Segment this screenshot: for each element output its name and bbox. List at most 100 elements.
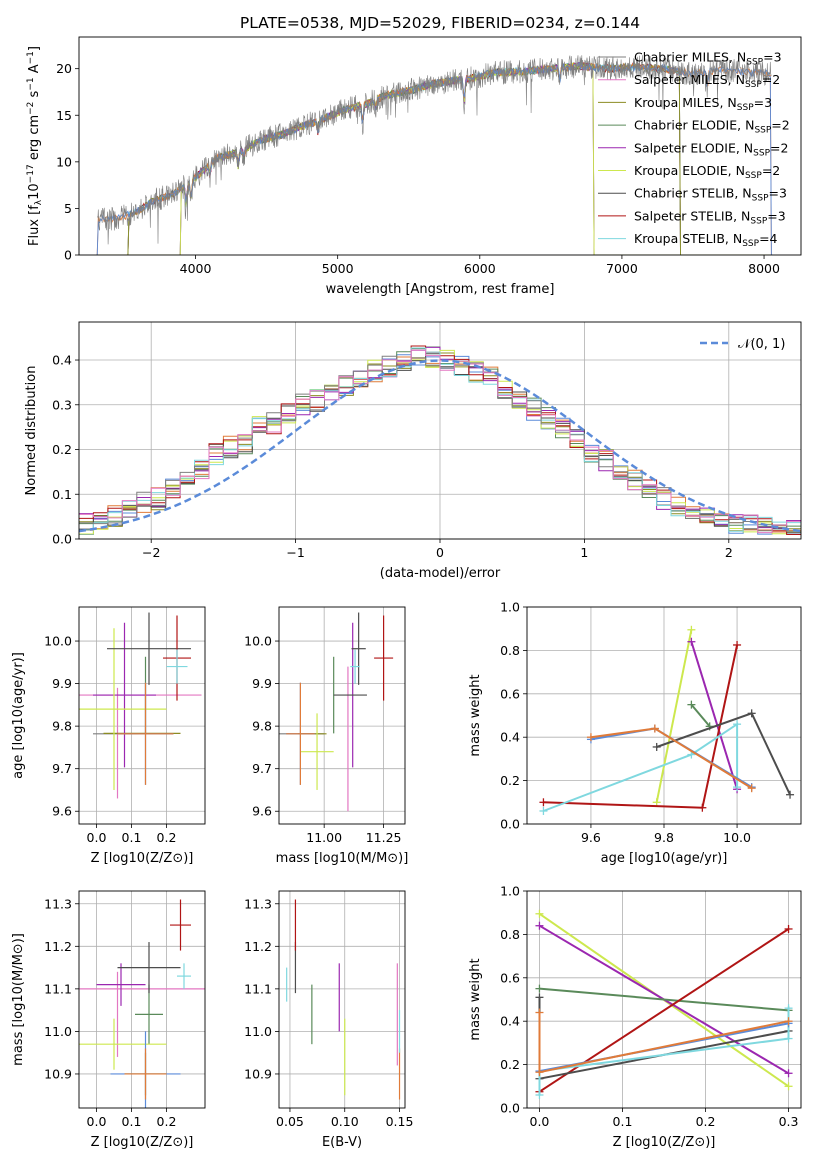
plot-area	[539, 625, 795, 815]
tick-label-y: 11.0	[44, 1024, 72, 1039]
y-axis-label: mass [log10(M/M⊙)]	[11, 933, 26, 1066]
tick-label-x: 11.00	[306, 830, 342, 845]
axes-frame	[526, 890, 802, 1109]
tick-label-y: 11.2	[244, 939, 272, 954]
plot-area	[79, 612, 202, 799]
x-axis-label: age [log10(age/yr)]	[601, 851, 728, 866]
tick-label-y: 0.0	[52, 532, 72, 547]
axes-frame	[278, 606, 406, 825]
tick-label-y: 9.6	[52, 804, 72, 819]
tick-label-y: 0.4	[52, 353, 72, 368]
series-line-salp_elodie	[690, 641, 739, 790]
x-axis-label: (data-model)/error	[380, 566, 501, 581]
legend-label: Kroupa STELIB, NSSP=4	[634, 231, 778, 249]
tick-label-y: 0.1	[52, 487, 72, 502]
tick-label-y: 9.9	[52, 676, 72, 691]
tick-label-y: 11.0	[244, 1024, 272, 1039]
tick-label-y: 10.0	[244, 634, 272, 649]
plot-area	[535, 909, 793, 1099]
legend-label: Chabrier STELIB, NSSP=3	[634, 186, 787, 204]
tick-label-y: 9.7	[52, 761, 72, 776]
tick-label-y: 11.1	[244, 981, 272, 996]
tick-label-x: 8000	[748, 261, 780, 276]
tick-label-x: 0.1	[122, 830, 142, 845]
legend-label: Salpeter MILES, NSSP=2	[634, 72, 780, 90]
tick-label-x: 6000	[464, 261, 496, 276]
axes-frame	[526, 606, 802, 825]
tick-label-x: 7000	[606, 261, 638, 276]
tick-label-x: −1	[286, 545, 304, 560]
tick-label-y: 0.6	[500, 970, 520, 985]
tick-label-y: 0.3	[52, 397, 72, 412]
tick-label-y: 0.4	[500, 1014, 520, 1029]
figure-title: PLATE=0538, MJD=52029, FIBERID=0234, z=0…	[240, 14, 640, 32]
tick-label-y: 1.0	[500, 884, 520, 899]
tick-label-x: 0.2	[157, 830, 177, 845]
tick-label-x: 0.3	[779, 1114, 799, 1129]
tick-label-x: 0.10	[331, 1114, 359, 1129]
x-axis-label: Z [log10(Z/Z⊙)]	[613, 1135, 716, 1150]
axes-frame	[78, 606, 206, 825]
tick-label-y: 11.3	[244, 896, 272, 911]
tick-label-x: −2	[142, 545, 160, 560]
legend-label: Chabrier ELODIE, NSSP=2	[634, 118, 790, 136]
x-axis-label: Z [log10(Z/Z⊙)]	[91, 851, 194, 866]
tick-label-y: 10.9	[44, 1066, 72, 1081]
tick-label-y: 0.2	[52, 442, 72, 457]
chart-mass-vs-Z: 0.0 0.1 0.2 10.9 11.0 11.1 11.2 11.3 Z [log10(Z/…	[11, 890, 206, 1150]
tick-label-y: 9.6	[252, 804, 272, 819]
y-axis-label: age [log10(age/yr)]	[11, 652, 26, 779]
plot-area	[286, 899, 401, 1100]
legend-label: 𝒩(0, 1)	[738, 337, 785, 352]
legend-label: Chabrier MILES, NSSP=3	[634, 50, 782, 68]
series-line-chab_elodie	[690, 703, 711, 728]
legend-label: Salpeter ELODIE, NSSP=2	[634, 140, 788, 158]
tick-label-x: 0.2	[696, 1114, 716, 1129]
tick-label-y: 0.0	[500, 817, 520, 832]
tick-label-x: 9.8	[654, 830, 674, 845]
tick-label-y: 11.3	[44, 896, 72, 911]
tick-label-x: 0.2	[157, 1114, 177, 1129]
observed-spectrum-line	[97, 55, 772, 245]
gaussian-line	[79, 359, 801, 533]
legend-label: Kroupa ELODIE, NSSP=2	[634, 163, 780, 181]
tick-label-x: 9.6	[581, 830, 601, 845]
chart-mass-vs-EBV: 0.05 0.10 0.15 10.9 11.0 11.1 11.2 11.3 E(B-V)	[244, 890, 413, 1150]
x-axis-label: mass [log10(M/M⊙)]	[276, 851, 409, 866]
series-line-chab_stelib	[656, 712, 791, 796]
axes-frame	[78, 321, 802, 540]
tick-label-x: 2	[725, 545, 733, 560]
chart-weight-vs-Z: 0.0 0.1 0.2 0.3 0.0 0.2 0.4 0.6 0.8 1.0 Z [log10(Z…	[468, 884, 802, 1150]
tick-label-x: 0.0	[87, 1114, 107, 1129]
tick-label-x: 0.0	[87, 830, 107, 845]
series-line-chab_elodie	[539, 987, 789, 1012]
y-axis-label: mass weight	[468, 958, 483, 1040]
histogram-salp_miles	[79, 349, 801, 534]
chart-weight-vs-age: 9.6 9.8 10.0 0.0 0.2 0.4 0.6 0.8 1.0 age [log10(a…	[468, 600, 802, 866]
tick-label-y: 9.8	[252, 719, 272, 734]
chart-age-vs-mass: 11.00 11.25 9.6 9.7 9.8 9.9 10.0 mass [log10(M/…	[244, 606, 409, 866]
tick-label-y: 1.0	[500, 600, 520, 615]
chart-spectrum: 4000 5000 6000 7000 8000 0 5 10 15 20 wavelength […	[26, 36, 802, 297]
tick-label-y: 11.1	[44, 981, 72, 996]
tick-label-y: 0.2	[500, 773, 520, 788]
tick-label-x: 5000	[322, 261, 354, 276]
tick-label-x: 0.05	[276, 1114, 304, 1129]
y-axis-label: Normed distribution	[24, 366, 39, 496]
tick-label-x: 0.1	[122, 1114, 142, 1129]
x-axis-label: E(B-V)	[322, 1135, 362, 1150]
axes-frame	[78, 36, 802, 256]
legend-label: Salpeter STELIB, NSSP=3	[634, 208, 786, 226]
plot-area	[79, 899, 205, 1108]
series-line-salp_stelib	[538, 928, 790, 1093]
tick-label-y: 15	[56, 108, 72, 123]
tick-label-y: 9.7	[252, 761, 272, 776]
y-axis-label: Flux [fλ10−17 erg cm−2 s−1 A−1]	[26, 46, 44, 246]
tick-label-x: 0	[436, 545, 444, 560]
y-axis-label: mass weight	[468, 674, 483, 756]
tick-label-y: 0.2	[500, 1057, 520, 1072]
plot-area	[279, 612, 394, 812]
tick-label-y: 10	[56, 154, 72, 169]
